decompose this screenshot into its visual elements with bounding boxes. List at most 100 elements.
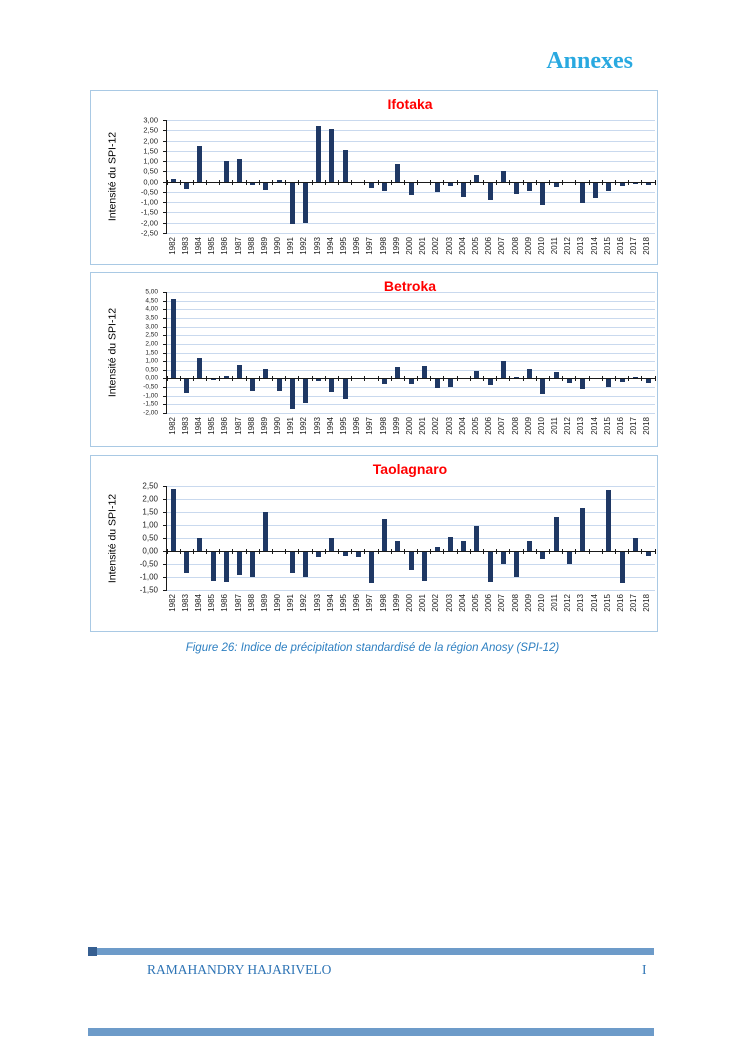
gridline: [167, 212, 655, 214]
y-axis-tick: [163, 525, 167, 526]
x-axis-tick: [390, 549, 392, 554]
x-axis-tick: [192, 549, 194, 554]
x-tick-label: 1998: [378, 237, 388, 255]
bar-2006: [487, 379, 493, 386]
bar-1984: [197, 538, 203, 551]
y-axis-tick: [163, 309, 167, 311]
x-tick-label: 1996: [352, 594, 362, 612]
bar-1992: [302, 379, 308, 403]
y-tick-label: -1,50: [140, 207, 158, 217]
x-tick-label: 1992: [299, 237, 309, 255]
bar-1988: [250, 552, 256, 577]
x-axis-tick: [206, 376, 208, 382]
x-axis-tick: [614, 376, 616, 382]
x-tick-label: 1983: [180, 237, 190, 255]
bar-1992: [302, 182, 308, 223]
x-axis-tick: [179, 179, 181, 185]
x-axis-tick: [483, 179, 485, 185]
x-tick-label: 2000: [405, 237, 414, 255]
x-tick-label: 2001: [418, 594, 428, 612]
bar-2012: [566, 379, 572, 383]
x-tick-label: 2002: [431, 594, 441, 612]
gridline: [167, 335, 655, 337]
x-axis-tick-labels: 1982 1983 1984 1985 1986 1987 1988 1989 1990 1991…: [166, 415, 654, 449]
y-axis-tick: [163, 551, 167, 552]
bar-1988: [250, 182, 256, 186]
x-tick-label: 1996: [352, 237, 362, 255]
bar-1987: [237, 364, 243, 379]
bar-2003: [448, 536, 454, 551]
x-tick-label: 2016: [616, 417, 626, 435]
x-tick-label: 2013: [576, 417, 586, 435]
bar-2012: [566, 552, 572, 564]
gridline: [167, 150, 655, 152]
x-tick-label: 1996: [352, 417, 362, 435]
x-axis-tick: [562, 549, 564, 554]
gridline: [167, 317, 655, 319]
x-axis-tick: [562, 376, 564, 382]
x-axis-tick: [469, 549, 471, 554]
gridline: [167, 161, 655, 163]
x-axis-tick: [430, 549, 432, 554]
bar-1998: [382, 182, 388, 191]
x-tick-label: 1989: [259, 594, 269, 612]
bar-2006: [487, 552, 493, 582]
x-axis-tick: [179, 549, 181, 554]
y-axis-tick: [163, 387, 167, 389]
bar-1995: [342, 552, 348, 556]
bar-2017: [632, 182, 638, 184]
y-axis-tick: [163, 413, 167, 414]
bar-1994: [329, 538, 335, 551]
y-tick-label: 0,00: [143, 177, 158, 187]
x-axis-tick: [535, 549, 537, 554]
x-axis-tick: [219, 179, 221, 185]
x-tick-label: 1983: [180, 417, 190, 435]
bar-1982: [171, 179, 177, 182]
x-tick-label: 1988: [246, 237, 256, 255]
x-tick-label: 1999: [391, 594, 401, 612]
x-tick-label: 2018: [642, 237, 652, 255]
y-axis-tick: [163, 212, 167, 214]
bar-2002: [434, 182, 440, 192]
y-tick-label: -0,50: [143, 383, 158, 391]
bar-2004: [461, 540, 467, 551]
x-axis-tick: [562, 179, 564, 185]
y-tick-label: 2,00: [143, 136, 158, 146]
bar-1989: [263, 182, 269, 190]
bar-1991: [289, 182, 295, 224]
gridline: [167, 590, 655, 591]
y-axis-tick: [163, 343, 167, 345]
x-axis-tick: [522, 376, 524, 382]
x-tick-label: 2010: [536, 237, 546, 255]
x-tick-label: 2014: [589, 417, 599, 435]
y-tick-label: 2,50: [142, 481, 158, 491]
y-tick-label: -1,00: [140, 197, 158, 207]
bar-1987: [237, 552, 243, 576]
x-axis-tick: [324, 179, 326, 185]
bar-1989: [263, 368, 269, 379]
gridline: [167, 292, 655, 293]
x-tick-label: 2018: [642, 417, 652, 435]
x-tick-label: 2009: [523, 237, 533, 255]
x-tick-label: 2010: [536, 594, 546, 612]
y-tick-label: -1,50: [143, 400, 158, 408]
footer-bar-cap: [88, 947, 97, 956]
y-axis-tick: [163, 590, 167, 591]
x-axis-tick: [219, 376, 221, 382]
x-tick-label: 1988: [246, 594, 256, 612]
x-tick-label: 1985: [207, 594, 217, 612]
x-axis-tick: [351, 549, 353, 554]
x-tick-label: 1990: [273, 237, 283, 255]
x-axis-tick: [641, 376, 643, 382]
bar-2001: [421, 552, 427, 581]
x-tick-label: 1987: [233, 417, 243, 435]
y-axis-tick: [163, 222, 167, 224]
bar-2000: [408, 552, 414, 571]
x-axis-tick: [403, 179, 405, 185]
bar-2000: [408, 182, 414, 195]
x-axis-tick: [522, 549, 524, 554]
bar-2008: [514, 552, 519, 577]
bar-1984: [197, 145, 203, 182]
bar-2009: [527, 182, 533, 191]
x-tick-label: 1986: [220, 417, 230, 435]
